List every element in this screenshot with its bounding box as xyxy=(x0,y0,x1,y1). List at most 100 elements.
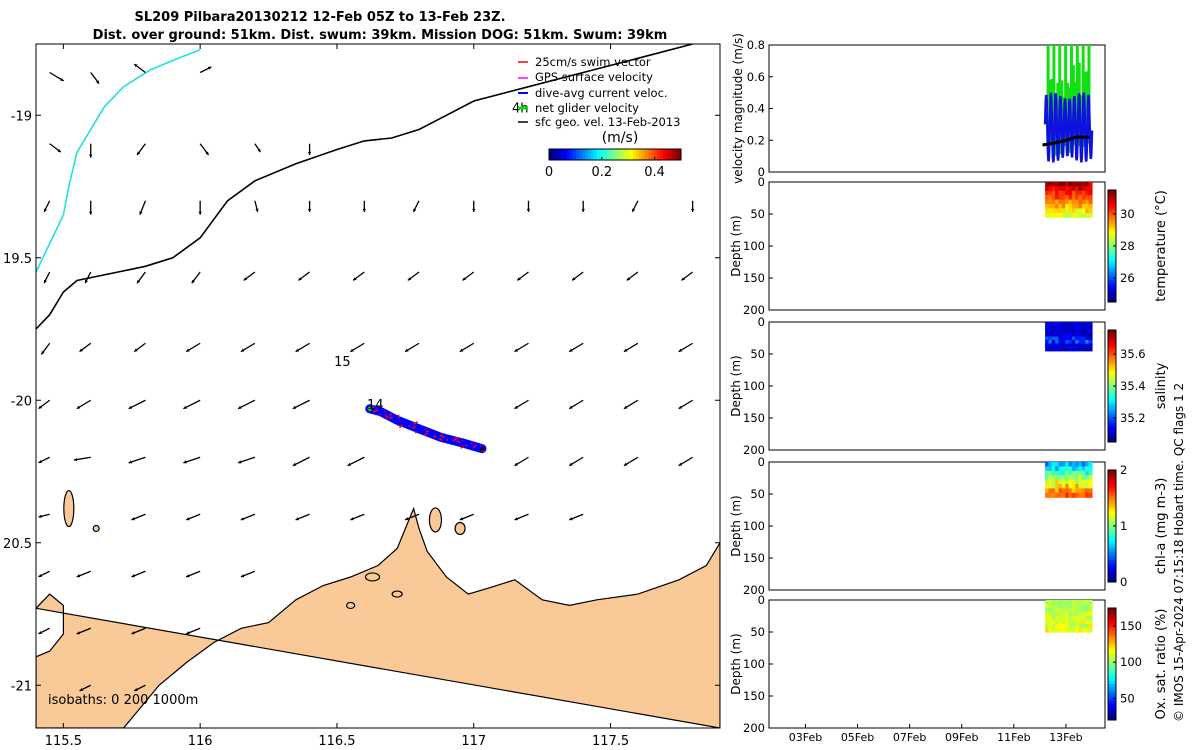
mean-velocity-line xyxy=(1042,135,1090,147)
heatmap-cell xyxy=(1071,347,1076,352)
heatmap-cell xyxy=(1048,347,1053,352)
heatmap-cell xyxy=(1075,612,1080,617)
current-vector xyxy=(350,513,365,521)
heatmap-cell xyxy=(1081,347,1086,352)
heatmap-cell xyxy=(1065,186,1070,192)
depth-tick-label: 100 xyxy=(743,657,765,671)
heatmap-cell xyxy=(1065,208,1070,214)
heatmap-cell xyxy=(1078,470,1083,476)
current-vector-head xyxy=(626,277,631,281)
current-vector-head xyxy=(459,517,464,521)
heatmap-cell xyxy=(1045,186,1050,192)
depth-tick-label: 50 xyxy=(750,207,765,221)
swim-vector xyxy=(376,408,379,412)
heatmap-cell xyxy=(1075,186,1080,192)
heatmap-cell xyxy=(1078,616,1083,621)
heatmap-cell xyxy=(1045,624,1050,629)
heatmap-colorbar-cell xyxy=(1108,697,1116,701)
heatmap-cell xyxy=(1058,336,1063,341)
current-vector xyxy=(183,399,201,410)
current-vector xyxy=(133,342,146,353)
heatmap-cell xyxy=(1085,322,1090,327)
map-annotation-15: 15 xyxy=(334,355,351,370)
current-vector xyxy=(90,72,100,85)
current-vector xyxy=(307,200,312,212)
heatmap-cell xyxy=(1045,322,1050,327)
heatmap-colorbar-cell xyxy=(1108,470,1116,474)
current-vector-shaft xyxy=(292,399,310,410)
current-vector xyxy=(514,342,529,353)
current-vector-head xyxy=(238,405,242,409)
heatmap-cell xyxy=(1055,620,1060,625)
heatmap-colorbar-cell xyxy=(1108,411,1116,415)
heatmap-cell xyxy=(1051,325,1056,330)
current-vector-head xyxy=(76,405,81,409)
heatmap-colorbar-cell xyxy=(1108,293,1116,297)
current-vector-head xyxy=(79,348,83,352)
heatmap-cell xyxy=(1075,340,1080,345)
current-vector-head xyxy=(186,348,190,352)
heatmap-cell xyxy=(1058,624,1063,629)
heatmap-cell xyxy=(1081,488,1086,494)
heatmap-cell xyxy=(1055,624,1060,629)
heatmap-cell xyxy=(1051,347,1056,352)
velocity-colorbar-frame xyxy=(548,148,682,161)
heatmap-cell xyxy=(1085,475,1090,481)
velocity-colorbar-cell xyxy=(612,149,616,160)
heatmap-cell xyxy=(1065,204,1070,209)
heatmap-colorbar-tick-label: 35.4 xyxy=(1120,379,1146,393)
heatmap-cell xyxy=(1058,186,1063,192)
current-vector-head xyxy=(514,517,518,521)
heatmap-colorbar-cell xyxy=(1108,394,1116,398)
heatmap-cell xyxy=(1051,624,1056,629)
heatmap-cell xyxy=(1071,190,1076,196)
heatmap-cell xyxy=(1061,212,1066,218)
heatmap-colorbar-cell xyxy=(1108,201,1116,205)
heatmap-cell xyxy=(1088,628,1093,633)
heatmap-colorbar-label: salinity xyxy=(1154,362,1169,409)
heatmap-cell xyxy=(1088,182,1093,187)
velocity-colorbar-cell xyxy=(627,149,631,160)
heatmap-cell xyxy=(1068,195,1073,201)
current-vector-head xyxy=(128,405,133,409)
heatmap-cell xyxy=(1051,608,1056,613)
heatmap-colorbar-cell xyxy=(1108,209,1116,213)
heatmap-cell xyxy=(1065,462,1070,467)
current-vector-head xyxy=(89,154,93,158)
heatmap-cell xyxy=(1048,466,1053,472)
heatmap-cell xyxy=(1045,195,1050,201)
heatmap-cell xyxy=(1075,492,1080,498)
current-vector xyxy=(185,342,201,353)
legend-current-label: dive-avg current veloc. xyxy=(535,86,668,100)
heatmap-cell xyxy=(1051,212,1056,218)
heatmap-colorbar-cell xyxy=(1108,360,1116,365)
velocity-colorbar-cell xyxy=(579,149,583,160)
heatmap-cell xyxy=(1078,347,1083,352)
heatmap-cell xyxy=(1088,199,1093,205)
current-vector-head xyxy=(572,277,576,281)
swim-vector xyxy=(456,440,461,444)
current-vector xyxy=(131,570,146,578)
heatmap-colorbar-cell xyxy=(1108,226,1116,230)
swim-vector xyxy=(454,436,460,440)
heatmap-cell xyxy=(1065,600,1070,605)
velocity-ytick-label: 0.6 xyxy=(747,70,765,84)
heatmap-cell xyxy=(1085,608,1090,613)
heatmap-cell xyxy=(1055,199,1060,205)
velocity-colorbar-cell xyxy=(597,149,601,160)
current-vector-head xyxy=(690,208,695,212)
current-vector xyxy=(128,399,146,410)
velocity-colorbar-cell xyxy=(642,149,646,160)
heatmap-cell xyxy=(1075,628,1080,633)
heatmap-cell xyxy=(1055,204,1060,209)
heatmap-cell xyxy=(1071,479,1076,485)
heatmap-cell xyxy=(1085,604,1090,609)
current-vector-head xyxy=(89,211,93,215)
heatmap-cell xyxy=(1078,332,1083,337)
heatmap-cell xyxy=(1061,608,1066,613)
heatmap-cell xyxy=(1055,488,1060,494)
current-vector-head xyxy=(198,211,202,215)
heatmap-cell xyxy=(1088,492,1093,498)
heatmap-colorbar-cell xyxy=(1108,215,1116,219)
